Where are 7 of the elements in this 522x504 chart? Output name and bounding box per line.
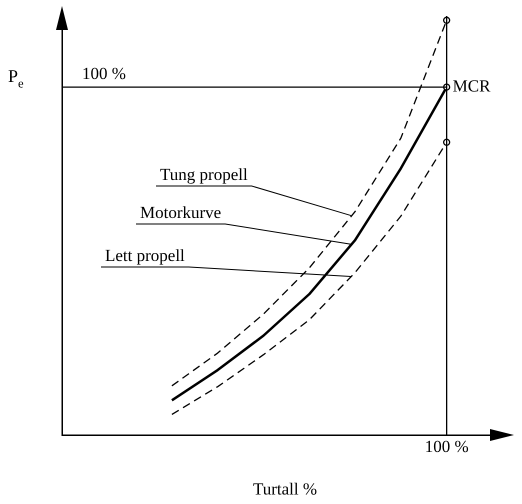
text: 100 % bbox=[424, 437, 469, 456]
text: Lett propell bbox=[105, 246, 186, 265]
x-axis-title: Turtall % bbox=[252, 479, 318, 498]
text: Motorkurve bbox=[140, 202, 222, 222]
annotation: MCR bbox=[452, 76, 492, 96]
text: Tung propell bbox=[160, 164, 248, 184]
text: 100 % bbox=[82, 64, 126, 84]
